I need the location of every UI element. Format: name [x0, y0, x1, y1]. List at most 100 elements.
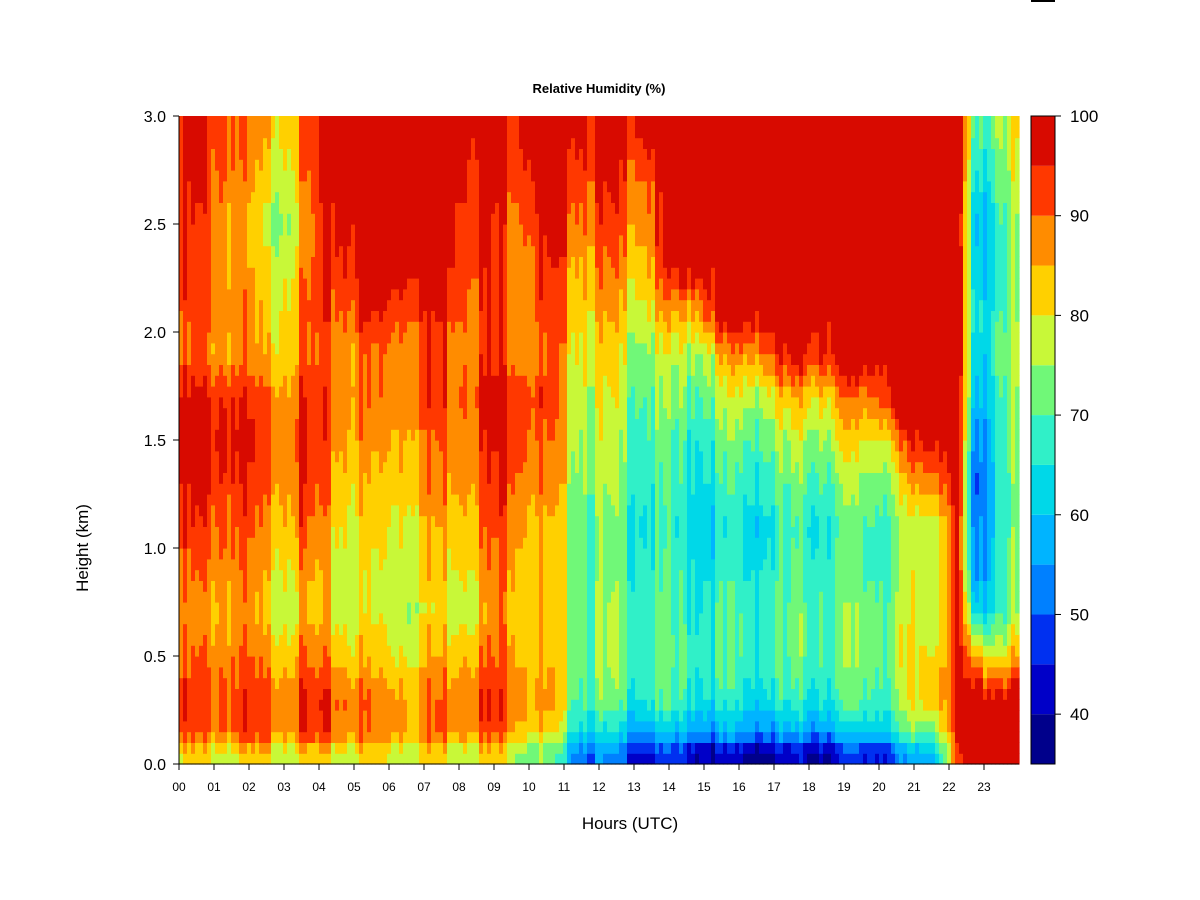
heatmap-cell — [395, 548, 400, 560]
heatmap-cell — [251, 504, 256, 517]
heatmap-cell — [379, 666, 384, 679]
heatmap-cell — [423, 386, 428, 398]
heatmap-cell — [287, 386, 292, 398]
heatmap-cell — [507, 116, 512, 128]
heatmap-cell — [235, 170, 240, 182]
heatmap-cell — [231, 591, 236, 603]
heatmap-cell — [207, 450, 212, 463]
heatmap-cell — [283, 450, 288, 463]
heatmap-cell — [379, 472, 384, 484]
heatmap-cell — [491, 526, 496, 538]
heatmap-cell — [251, 245, 256, 257]
heatmap-cell — [451, 364, 456, 376]
heatmap-cell — [383, 332, 388, 344]
heatmap-cell — [231, 170, 236, 182]
heatmap-cell — [399, 148, 404, 160]
heatmap-cell — [183, 558, 188, 571]
heatmap-cell — [215, 310, 220, 322]
heatmap-cell — [459, 256, 464, 268]
heatmap-cell — [295, 731, 300, 743]
heatmap-cell — [391, 148, 396, 160]
heatmap-cell — [391, 278, 396, 290]
heatmap-cell — [443, 321, 448, 333]
heatmap-cell — [451, 213, 456, 225]
heatmap-cell — [455, 634, 460, 646]
heatmap-cell — [183, 224, 188, 236]
heatmap-cell — [495, 602, 500, 614]
heatmap-cell — [415, 245, 420, 257]
heatmap-cell — [439, 396, 444, 409]
heatmap-cell — [283, 126, 288, 139]
heatmap-cell — [187, 386, 192, 398]
heatmap-cell — [331, 256, 336, 268]
heatmap-cell — [223, 537, 228, 549]
heatmap-cell — [403, 569, 408, 581]
heatmap-cell — [247, 170, 252, 182]
heatmap-cell — [439, 137, 444, 149]
heatmap-cell — [399, 440, 404, 452]
heatmap-cell — [383, 170, 388, 182]
heatmap-cell — [411, 731, 416, 743]
heatmap-cell — [203, 429, 208, 441]
heatmap-cell — [451, 396, 456, 409]
heatmap-cell — [207, 699, 212, 711]
heatmap-cell — [347, 515, 352, 527]
heatmap-cell — [319, 148, 324, 160]
heatmap-cell — [227, 137, 232, 149]
heatmap-cell — [259, 159, 264, 171]
heatmap-cell — [371, 386, 376, 398]
heatmap-cell — [215, 472, 220, 484]
heatmap-cell — [487, 612, 492, 625]
heatmap-cell — [311, 494, 316, 506]
heatmap-cell — [455, 267, 460, 279]
heatmap-cell — [471, 386, 476, 398]
heatmap-cell — [287, 364, 292, 376]
heatmap-cell — [435, 148, 440, 160]
heatmap-cell — [203, 526, 208, 538]
heatmap-cell — [495, 202, 500, 214]
heatmap-cell — [375, 558, 380, 571]
heatmap-cell — [351, 720, 356, 733]
heatmap-cell — [319, 364, 324, 376]
heatmap-cell — [195, 612, 200, 625]
heatmap-cell — [187, 677, 192, 689]
heatmap-cell — [487, 666, 492, 679]
heatmap-cell — [407, 191, 412, 203]
heatmap-cell — [415, 310, 420, 322]
heatmap-cell — [403, 472, 408, 484]
heatmap-cell — [279, 450, 284, 463]
heatmap-cell — [207, 353, 212, 365]
heatmap-cell — [499, 234, 504, 247]
heatmap-cell — [263, 202, 268, 214]
heatmap-cell — [507, 310, 512, 322]
heatmap-cell — [271, 720, 276, 733]
heatmap-cell — [491, 720, 496, 733]
heatmap-cell — [467, 353, 472, 365]
heatmap-cell — [207, 753, 212, 765]
heatmap-cell — [475, 483, 480, 495]
heatmap-cell — [307, 418, 312, 430]
heatmap-cell — [347, 386, 352, 398]
heatmap-cell — [283, 224, 288, 236]
heatmap-cell — [247, 375, 252, 387]
heatmap-cell — [399, 612, 404, 625]
heatmap-cell — [387, 310, 392, 322]
heatmap-cell — [419, 666, 424, 679]
heatmap-cell — [255, 558, 260, 571]
heatmap-cell — [475, 191, 480, 203]
heatmap-cell — [487, 537, 492, 549]
heatmap-cell — [431, 720, 436, 733]
heatmap-cell — [223, 332, 228, 344]
heatmap-cell — [315, 591, 320, 603]
heatmap-cell — [307, 126, 312, 139]
heatmap-cell — [207, 213, 212, 225]
heatmap-cell — [231, 515, 236, 527]
heatmap-cell — [187, 321, 192, 333]
heatmap-cell — [287, 483, 292, 495]
heatmap-cell — [367, 699, 372, 711]
heatmap-cell — [471, 418, 476, 430]
heatmap-cell — [183, 753, 188, 765]
heatmap-cell — [287, 710, 292, 722]
heatmap-cell — [179, 720, 184, 733]
heatmap-cell — [235, 137, 240, 149]
